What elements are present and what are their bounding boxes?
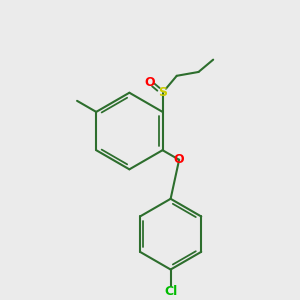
Text: O: O xyxy=(145,76,155,89)
Text: Cl: Cl xyxy=(164,284,177,298)
Text: S: S xyxy=(158,86,167,99)
Text: O: O xyxy=(174,153,184,166)
